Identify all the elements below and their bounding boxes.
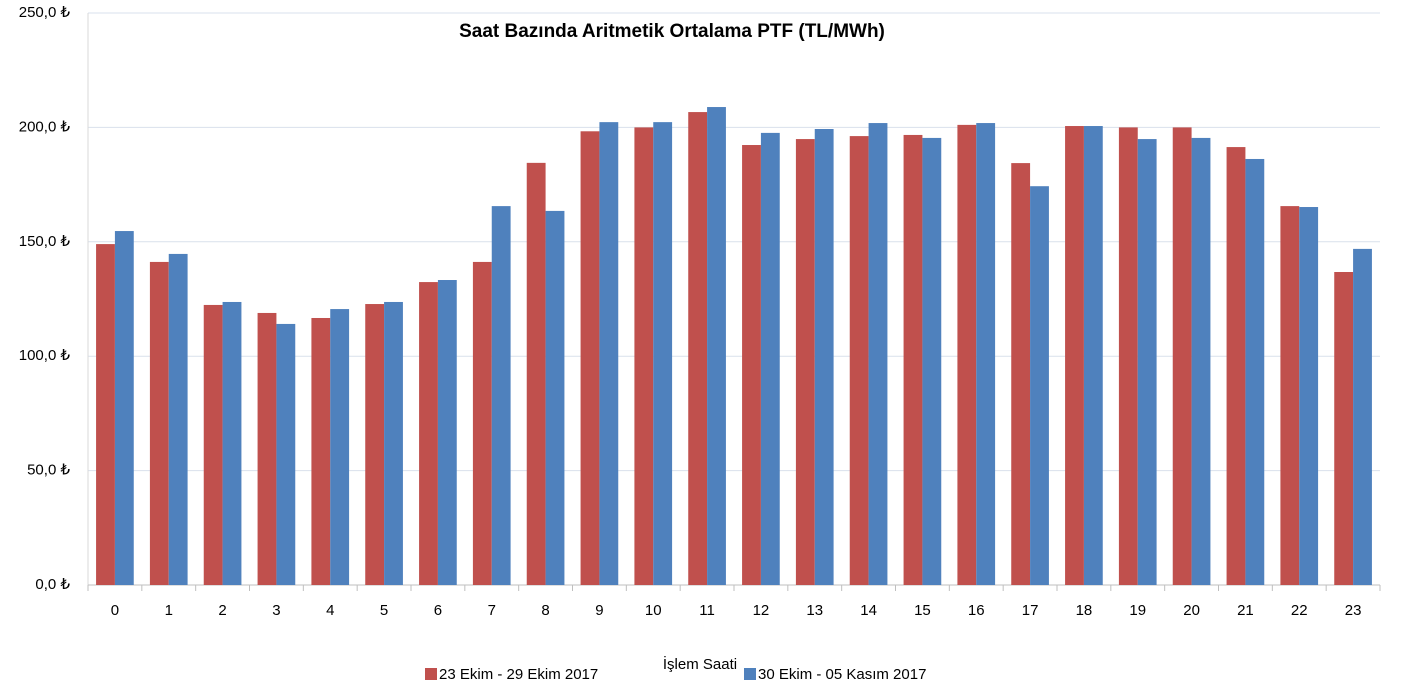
bar — [976, 123, 996, 586]
y-tick-label: 200,0 ₺ — [19, 118, 71, 135]
bar — [168, 253, 188, 586]
bar — [1353, 248, 1372, 585]
x-tick-label: 5 — [380, 602, 388, 619]
bar — [1083, 126, 1103, 586]
bar — [545, 210, 565, 586]
x-tick-label: 11 — [699, 602, 715, 619]
x-tick-label: 19 — [1129, 602, 1146, 619]
bar — [1334, 272, 1354, 585]
bar — [114, 231, 134, 586]
bar — [957, 124, 977, 585]
bar — [330, 309, 350, 585]
bar — [653, 122, 673, 585]
x-tick-label: 16 — [968, 602, 985, 619]
y-tick-label: 150,0 ₺ — [19, 233, 71, 250]
bar — [1118, 127, 1138, 586]
bar — [634, 127, 654, 586]
bar — [311, 317, 331, 585]
x-tick-label: 12 — [753, 602, 770, 619]
bar — [1172, 127, 1192, 586]
x-tick-label: 18 — [1076, 602, 1093, 619]
legend-swatch — [425, 668, 437, 680]
bar — [795, 139, 815, 586]
x-tick-label: 22 — [1291, 602, 1308, 619]
legend-swatch — [744, 668, 756, 680]
bar — [384, 301, 403, 585]
bar — [707, 107, 726, 585]
bar — [1137, 139, 1157, 586]
legend-label: 30 Ekim - 05 Kasım 2017 — [758, 666, 926, 683]
bar — [688, 112, 708, 585]
bar — [419, 282, 438, 585]
x-tick-label: 23 — [1345, 602, 1362, 619]
bar — [922, 137, 942, 585]
x-tick-label: 15 — [914, 602, 931, 619]
bar — [849, 136, 869, 585]
bar — [472, 261, 492, 585]
bar — [742, 145, 761, 586]
bar — [903, 134, 923, 586]
bar — [1065, 126, 1084, 586]
bar — [1299, 207, 1319, 585]
bar — [814, 129, 834, 586]
x-tick-label: 0 — [111, 602, 119, 619]
bar — [1245, 158, 1265, 585]
y-tick-label: 250,0 ₺ — [19, 4, 71, 21]
bar — [868, 123, 888, 586]
bar — [365, 304, 385, 585]
x-tick-label: 17 — [1022, 602, 1039, 619]
x-tick-label: 21 — [1237, 602, 1254, 619]
x-axis-label: İşlem Saati — [663, 655, 737, 673]
y-tick-label: 100,0 ₺ — [19, 347, 71, 364]
bar — [96, 244, 115, 585]
bar — [222, 301, 242, 585]
bar — [1226, 147, 1246, 586]
bar — [491, 206, 511, 586]
bar — [1191, 137, 1211, 585]
x-tick-label: 3 — [272, 602, 280, 619]
bar — [1280, 206, 1300, 586]
bar — [599, 122, 619, 585]
x-tick-label: 7 — [488, 602, 496, 619]
x-tick-label: 1 — [165, 602, 173, 619]
y-tick-label: 0,0 ₺ — [35, 576, 70, 593]
y-tick-label: 50,0 ₺ — [27, 462, 70, 479]
x-tick-label: 2 — [218, 602, 226, 619]
x-tick-label: 9 — [595, 602, 603, 619]
bar — [1030, 186, 1049, 585]
bar — [437, 280, 457, 585]
x-tick-label: 13 — [806, 602, 823, 619]
x-tick-label: 14 — [860, 602, 877, 619]
bar — [1011, 163, 1031, 585]
chart-title: Saat Bazında Aritmetik Ortalama PTF (TL/… — [459, 21, 885, 42]
x-tick-label: 4 — [326, 602, 334, 619]
bar — [760, 132, 780, 585]
x-tick-label: 8 — [541, 602, 549, 619]
bar — [149, 261, 169, 585]
legend-label: 23 Ekim - 29 Ekim 2017 — [439, 666, 598, 683]
x-tick-label: 10 — [645, 602, 662, 619]
bar — [526, 162, 546, 585]
bar — [257, 312, 277, 585]
bar — [203, 304, 223, 585]
bar — [580, 131, 600, 585]
x-tick-label: 20 — [1183, 602, 1200, 619]
bar — [276, 323, 296, 585]
x-tick-label: 6 — [434, 602, 442, 619]
